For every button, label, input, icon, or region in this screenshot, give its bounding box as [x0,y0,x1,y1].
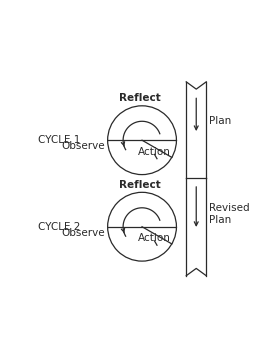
Text: Reflect: Reflect [119,93,161,103]
Text: Plan: Plan [209,116,232,126]
Text: Action: Action [138,233,171,243]
Text: Revised
Plan: Revised Plan [209,204,250,225]
Text: CYCLE 2: CYCLE 2 [38,222,80,232]
Text: Reflect: Reflect [119,180,161,190]
Text: CYCLE 1: CYCLE 1 [38,135,80,145]
Text: Observe: Observe [61,228,104,238]
Text: Observe: Observe [61,142,104,152]
Text: Action: Action [138,147,171,157]
